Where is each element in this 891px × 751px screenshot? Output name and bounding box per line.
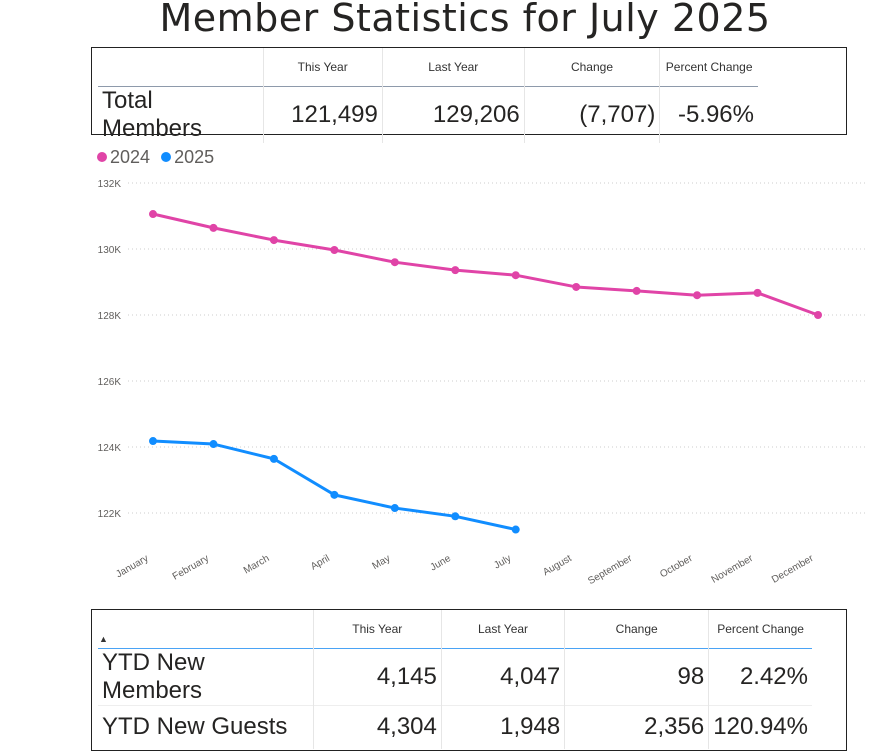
header-this-year[interactable]: This Year [262,48,383,86]
legend-2025[interactable]: 2025 [174,147,215,167]
y-tick-label: 128K [98,311,122,322]
x-tick-label: April [309,553,332,573]
data-point-2024 [572,282,581,291]
x-tick-label: December [770,553,816,586]
cell-percent-change: 120.94% [708,705,812,749]
cell-this-year: 4,145 [312,648,442,705]
x-tick-label: March [242,553,272,576]
x-tick-label: May [370,553,392,572]
data-point-2024 [693,291,702,300]
header-this-year[interactable]: This Year [312,610,442,648]
data-point-2025 [390,504,399,513]
legend-2024[interactable]: 2024 [110,147,151,167]
data-point-2024 [269,236,278,245]
data-point-2025 [330,490,339,499]
data-point-2025 [511,525,520,534]
series-line-2025 [152,439,517,531]
row-label: Total Members [102,86,203,142]
total-members-table: This Year Last Year Change Percent Chang… [91,47,847,143]
chart-legend: 2024 2025 [97,147,214,168]
data-point-2024 [209,223,218,232]
y-tick-label: 124K [98,443,122,454]
cell-last-year: 129,206 [381,86,525,143]
cell-percent-change: -5.96% [659,86,758,143]
data-point-2025 [269,454,278,463]
header-percent-change[interactable]: Percent Change [659,48,758,86]
x-tick-label: October [658,553,695,581]
y-tick-label: 122K [98,509,122,520]
cell-this-year: 121,499 [262,86,383,143]
cell-this-year: 4,304 [312,705,442,749]
table-row: YTD New Guests 4,304 1,948 2,356 120.94% [98,705,812,749]
x-tick-label: January [114,553,150,580]
data-point-2024 [632,286,641,295]
data-point-2025 [451,512,460,521]
sort-up-icon[interactable]: ▲ [99,633,108,644]
data-point-2025 [149,437,157,446]
data-point-2024 [330,245,339,254]
data-point-2024 [451,266,460,275]
cell-change: (7,707) [523,86,660,143]
data-point-2024 [753,288,762,297]
data-point-2024 [511,271,520,280]
y-tick-label: 132K [98,179,122,190]
cell-last-year: 4,047 [440,648,565,705]
table-row: YTD New Members 4,145 4,047 98 2.42% [98,648,812,705]
y-tick-label: 126K [98,377,122,388]
table-row: Total Members 121,499 129,206 (7,707) -5… [98,86,758,143]
header-change[interactable]: Change [564,610,709,648]
cell-change: 98 [564,648,709,705]
header-last-year[interactable]: Last Year [381,48,525,86]
cell-percent-change: 2.42% [708,648,812,705]
header-last-year[interactable]: Last Year [440,610,565,648]
cell-last-year: 1,948 [440,705,565,749]
ytd-table: ▲ This Year Last Year Change Percent Cha… [91,609,847,751]
row-label: YTD New Guests [102,713,288,741]
row-label: YTD New Members [102,648,205,704]
x-tick-label: November [710,553,756,586]
header-change[interactable]: Change [523,48,660,86]
cell-change: 2,356 [564,705,709,749]
x-tick-label: June [428,553,453,574]
data-point-2025 [209,440,218,449]
x-tick-label: September [586,553,634,587]
legend-2025-marker [161,152,172,162]
series-line-2024 [152,212,819,317]
x-tick-label: July [492,553,513,571]
header-percent-change[interactable]: Percent Change [708,610,812,648]
x-tick-label: August [541,553,574,578]
y-tick-label: 130K [98,245,122,256]
page-title: Member Statistics for July 2025 [159,0,771,40]
x-tick-label: February [171,553,211,583]
data-point-2024 [814,311,822,319]
legend-2024-marker [97,152,107,162]
data-point-2024 [390,258,399,267]
data-point-2024 [149,210,157,219]
line-chart: 122K 124K 126K 128K 130K 132K January February M… [98,179,868,587]
